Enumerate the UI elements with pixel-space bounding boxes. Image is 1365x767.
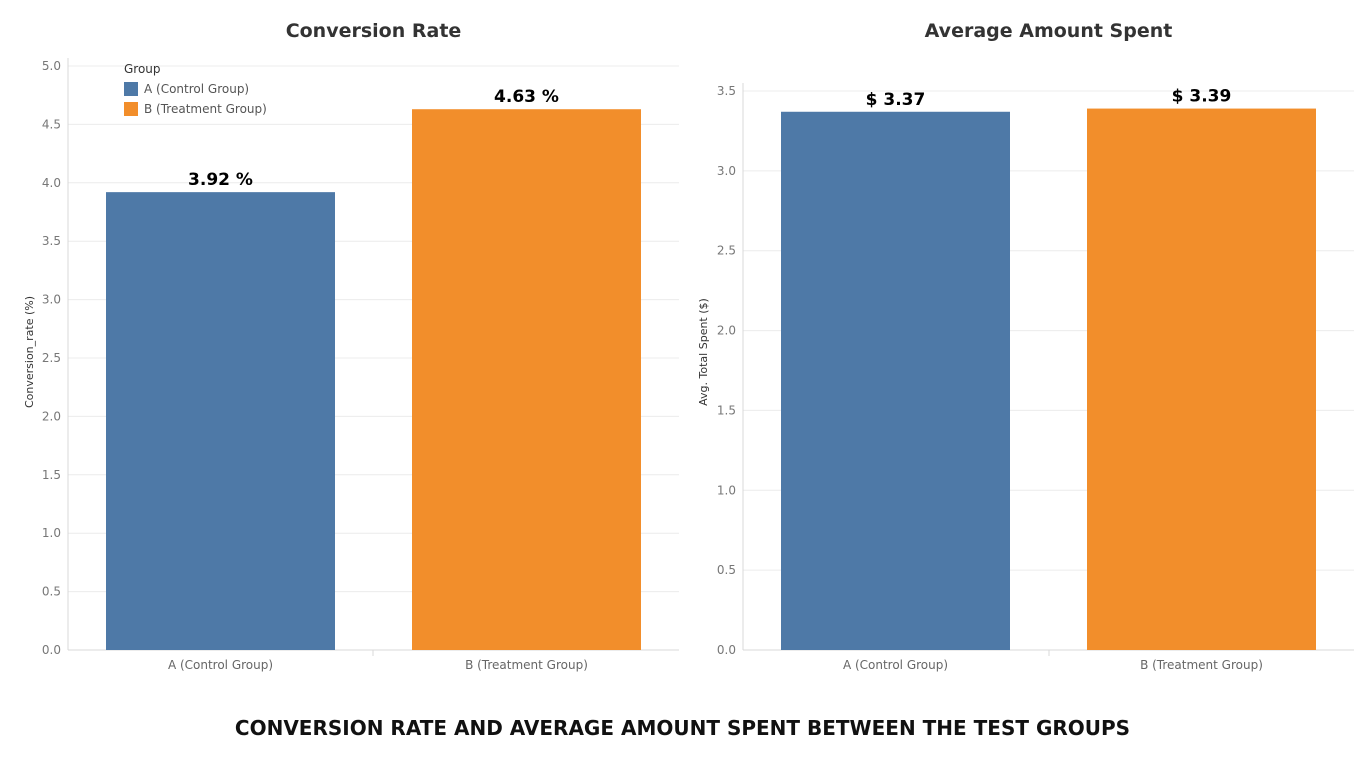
y-tick-label: 2.0	[717, 324, 736, 338]
legend-swatch-control	[124, 82, 138, 96]
x-category-label: A (Control Group)	[168, 658, 273, 672]
y-tick-label: 1.5	[42, 468, 61, 482]
legend-item-control[interactable]: A (Control Group)	[124, 79, 267, 99]
legend-label-control: A (Control Group)	[144, 82, 250, 96]
y-tick-label: 0.0	[717, 643, 736, 657]
y-tick-label: 4.0	[42, 176, 61, 190]
y-tick-label: 3.0	[717, 164, 736, 178]
y-tick-label: 2.5	[42, 351, 61, 365]
y-tick-label: 3.0	[42, 293, 61, 307]
data-label: 4.63 %	[494, 87, 559, 107]
chart-title-conversion-rate: Conversion Rate	[285, 20, 462, 42]
y-tick-label: 4.5	[42, 117, 61, 131]
y-tick-label: 5.0	[42, 59, 61, 73]
data-label: $ 3.39	[1172, 87, 1232, 107]
bar-treatment	[1087, 108, 1316, 650]
data-label: $ 3.37	[866, 90, 926, 110]
bar-treatment	[412, 109, 641, 650]
y-tick-label: 3.5	[42, 234, 61, 248]
dashboard-title: CONVERSION RATE AND AVERAGE AMOUNT SPENT…	[234, 716, 1131, 740]
x-category-label: B (Treatment Group)	[1140, 658, 1263, 672]
y-tick-label: 0.5	[717, 563, 736, 577]
legend: Group A (Control Group) B (Treatment Gro…	[124, 62, 267, 119]
y-tick-label: 1.0	[42, 526, 61, 540]
y-tick-label: 0.0	[42, 643, 61, 657]
y-tick-label: 2.0	[42, 409, 61, 423]
legend-swatch-treatment	[124, 102, 138, 116]
legend-title: Group	[124, 62, 161, 76]
data-label: 3.92 %	[188, 170, 253, 190]
y-axis-title: Avg. Total Spent ($)	[697, 298, 710, 406]
legend-item-treatment[interactable]: B (Treatment Group)	[124, 99, 267, 119]
y-tick-label: 1.5	[717, 403, 736, 417]
x-category-label: B (Treatment Group)	[465, 658, 588, 672]
y-tick-label: 0.5	[42, 585, 61, 599]
x-category-label: A (Control Group)	[843, 658, 948, 672]
y-tick-label: 3.5	[717, 84, 736, 98]
bar-control	[781, 111, 1010, 650]
y-tick-label: 1.0	[717, 483, 736, 497]
legend-label-treatment: B (Treatment Group)	[144, 102, 267, 116]
chart-title-average-amount-spent: Average Amount Spent	[924, 20, 1173, 42]
bar-control	[106, 192, 335, 651]
y-axis-title: Conversion_rate (%)	[23, 296, 36, 408]
y-tick-label: 2.5	[717, 244, 736, 258]
